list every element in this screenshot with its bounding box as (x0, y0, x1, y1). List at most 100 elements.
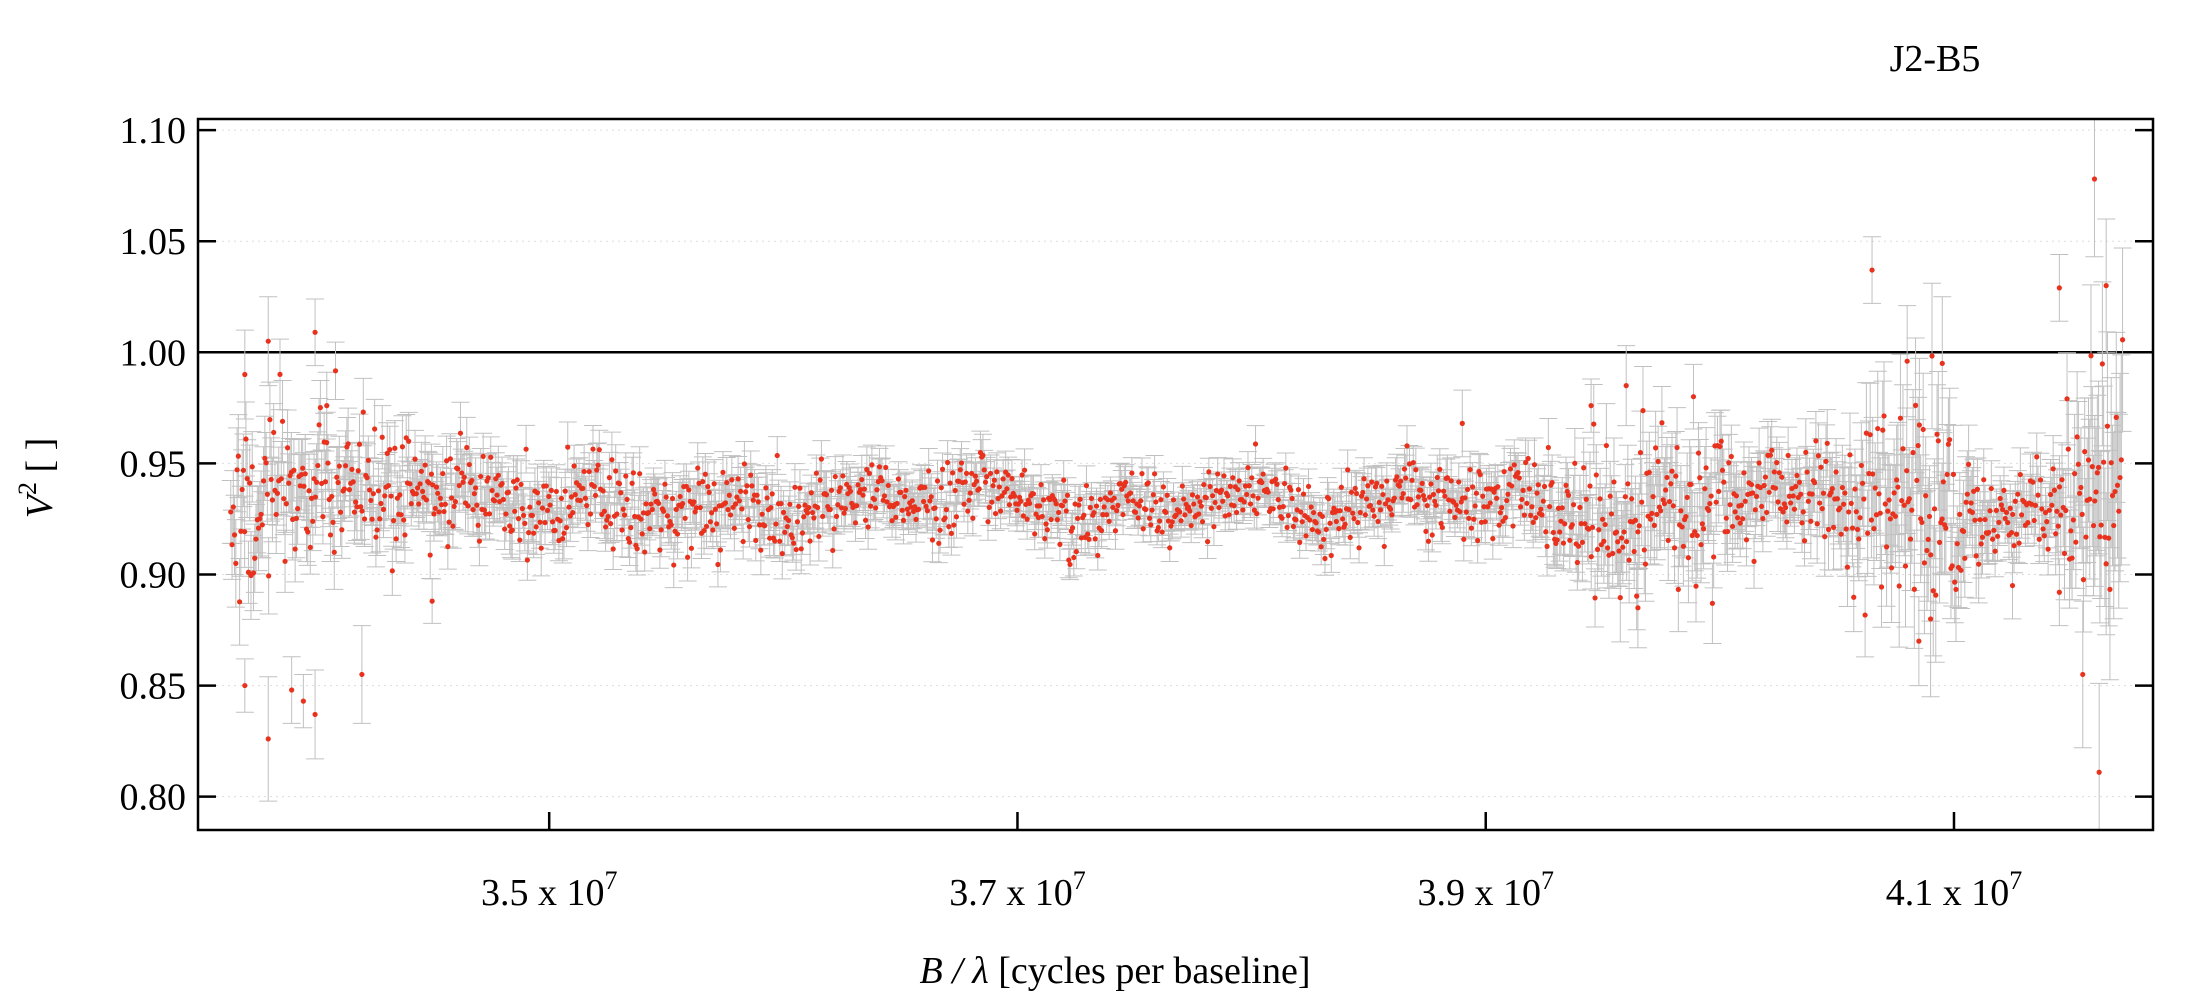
data-point (430, 482, 436, 488)
data-point (581, 468, 587, 475)
data-point (277, 371, 283, 377)
data-point (457, 430, 464, 436)
data-point (650, 486, 657, 493)
data-point (231, 532, 238, 538)
data-point (476, 538, 482, 544)
data-point (503, 511, 509, 517)
data-point (252, 555, 258, 561)
data-point (473, 485, 479, 491)
data-point (640, 510, 647, 516)
data-point (450, 523, 456, 529)
data-point (638, 516, 644, 522)
data-point (671, 562, 677, 568)
data-point (242, 529, 248, 535)
data-point (500, 496, 506, 503)
data-point (375, 488, 382, 494)
data-point (695, 465, 701, 471)
data-point (740, 538, 746, 545)
data-point (679, 500, 686, 507)
data-point (547, 502, 553, 508)
data-point (518, 481, 524, 488)
data-point (372, 426, 378, 432)
data-point (447, 456, 453, 462)
data-point (253, 536, 259, 542)
data-point (291, 467, 297, 473)
data-point (630, 470, 636, 476)
data-point (305, 529, 311, 535)
data-point (230, 504, 236, 510)
data-point (346, 487, 353, 493)
data-point (499, 480, 505, 487)
data-point (732, 501, 739, 507)
data-point (720, 469, 726, 475)
data-point (380, 506, 387, 512)
data-point (322, 479, 329, 485)
data-point (392, 445, 398, 451)
data-point (460, 479, 466, 485)
data-point (544, 507, 551, 514)
data-point (436, 509, 442, 515)
data-point (446, 519, 452, 525)
data-point (278, 476, 284, 482)
data-point (343, 463, 349, 469)
data-point (513, 485, 519, 491)
data-point (336, 463, 342, 469)
data-point (523, 446, 529, 452)
data-point (412, 456, 418, 462)
data-point (325, 460, 331, 466)
data-point (249, 464, 255, 470)
data-point (271, 429, 277, 436)
data-point (603, 524, 609, 530)
data-point (250, 570, 257, 576)
data-point (686, 487, 692, 493)
data-point (549, 519, 556, 525)
data-point (387, 446, 393, 453)
data-point (652, 491, 658, 497)
data-point (637, 471, 643, 477)
data-point (566, 504, 572, 510)
data-point (656, 500, 662, 506)
data-point (417, 481, 423, 487)
data-point (440, 470, 446, 477)
data-point (524, 557, 530, 563)
data-point (465, 503, 471, 509)
data-point (648, 501, 654, 507)
data-point (393, 536, 399, 542)
data-point (489, 487, 495, 494)
data-point (616, 481, 623, 487)
data-point (600, 488, 606, 494)
data-point (580, 485, 586, 491)
data-point (558, 495, 565, 502)
data-point (606, 475, 612, 481)
data-point (355, 468, 361, 474)
data-point (621, 512, 628, 518)
data-point (645, 510, 652, 516)
data-point (658, 527, 664, 533)
data-point (486, 511, 493, 517)
data-point (697, 504, 703, 511)
data-point (364, 475, 370, 481)
data-point (360, 409, 366, 415)
data-point (269, 497, 276, 503)
data-point (673, 506, 679, 512)
data-point (507, 523, 513, 529)
data-point (533, 524, 539, 530)
data-point (464, 444, 470, 451)
data-point (370, 491, 376, 497)
data-point (609, 457, 615, 463)
data-point (657, 547, 663, 553)
data-point (709, 510, 715, 516)
data-point (702, 471, 708, 477)
data-point (238, 528, 244, 534)
data-point (390, 518, 397, 524)
data-point (315, 462, 321, 469)
data-point (727, 512, 734, 518)
data-point (456, 482, 462, 489)
data-point (247, 480, 253, 486)
data-point (494, 492, 500, 498)
data-point (337, 509, 344, 515)
data-point (522, 520, 528, 526)
data-point (537, 519, 543, 525)
data-point (520, 512, 527, 518)
data-point (255, 525, 262, 531)
